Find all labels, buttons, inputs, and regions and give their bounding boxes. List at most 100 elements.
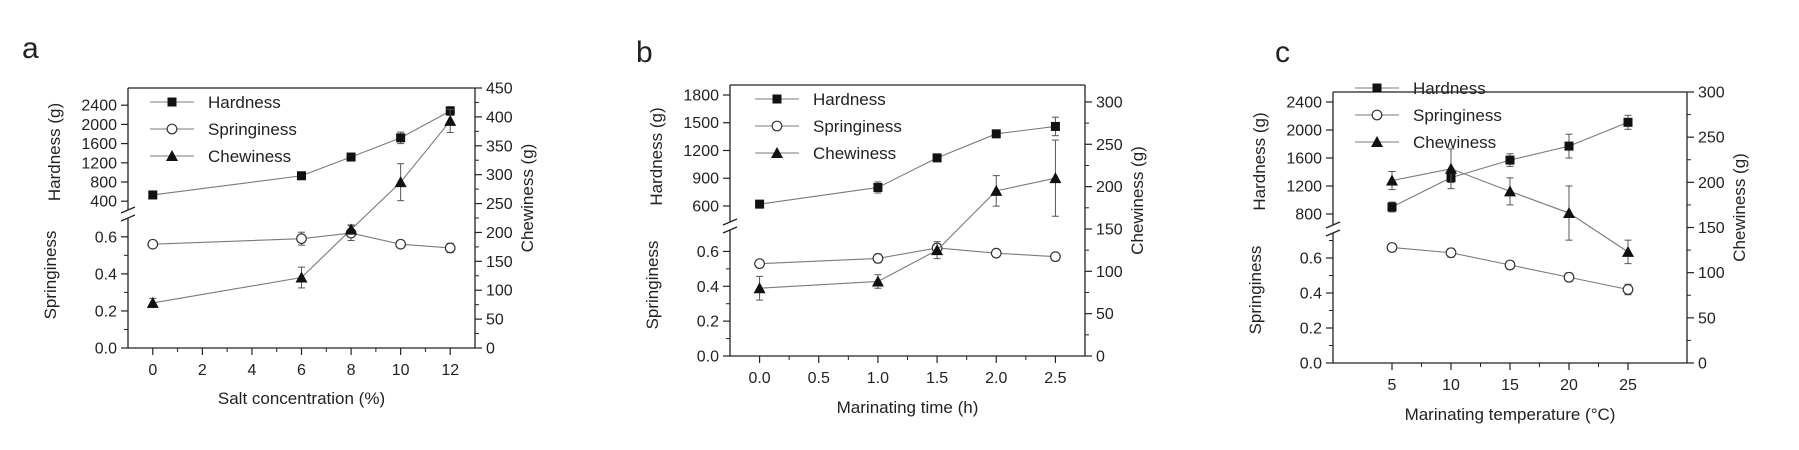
springiness-tick-label: 0.4 <box>697 279 719 296</box>
springiness-tick-label: 0.6 <box>1300 251 1322 268</box>
legend-marker-springiness <box>1371 109 1383 121</box>
hardness-point <box>396 133 406 143</box>
hardness-point <box>932 153 942 163</box>
springiness-tick-label: 0.2 <box>95 303 117 320</box>
x-tick-label: 25 <box>1619 377 1637 394</box>
hardness-point <box>148 190 158 200</box>
springiness-point <box>1445 247 1457 259</box>
springiness-point <box>872 252 884 264</box>
hardness-tick-label: 1200 <box>1286 179 1322 196</box>
springiness-point <box>395 238 407 250</box>
chewiness-point <box>394 176 407 188</box>
panel-label: c <box>1275 36 1290 69</box>
springiness-axis-title: Springiness <box>643 241 662 330</box>
chewiness-point <box>345 223 358 235</box>
legend-label: Chewiness <box>208 147 291 166</box>
chart-panel-b: b0.0 0.5 1.0 1.5 2.0 2.56009001200150018000.0… <box>636 36 1147 417</box>
legend-label: Chewiness <box>813 144 896 163</box>
chewiness-tick-label: 250 <box>1096 137 1123 154</box>
chewiness-point <box>146 296 159 308</box>
chewiness-tick-label: 150 <box>1096 221 1123 238</box>
hardness-tick-label: 800 <box>90 175 117 192</box>
chewiness-tick-label: 100 <box>486 283 513 300</box>
x-tick-label: 10 <box>392 362 410 379</box>
chewiness-tick-label: 0 <box>486 341 495 358</box>
chewiness-tick-label: 450 <box>486 81 513 98</box>
hardness-point <box>1050 121 1060 131</box>
legend-marker-hardness <box>1372 83 1382 93</box>
hardness-tick-label: 600 <box>692 198 719 215</box>
springiness-line <box>759 247 1056 265</box>
hardness-point <box>991 129 1001 139</box>
x-tick-label: 2.5 <box>1044 370 1066 387</box>
chewiness-point <box>753 282 766 294</box>
hardness-tick-label: 800 <box>1295 207 1322 224</box>
springiness-point <box>444 242 456 254</box>
springiness-point <box>296 233 307 245</box>
legend-label: Hardness <box>813 90 886 109</box>
hardness-tick-label: 2000 <box>81 117 117 134</box>
hardness-line <box>759 125 1056 205</box>
axis-break-mark <box>120 206 136 214</box>
x-tick-label: 6 <box>297 362 306 379</box>
chewiness-tick-label: 250 <box>1698 130 1725 147</box>
chewiness-tick-label: 300 <box>1096 94 1123 111</box>
hardness-point <box>873 182 883 192</box>
springiness-point <box>1563 271 1575 283</box>
chewiness-point <box>1622 245 1634 257</box>
chewiness-point <box>1049 172 1062 184</box>
chewiness-tick-label: 200 <box>1096 179 1123 196</box>
springiness-axis-title: Springiness <box>1246 246 1265 335</box>
hardness-axis-title: Hardness (g) <box>1250 112 1269 210</box>
chewiness-point <box>871 275 884 287</box>
springiness-tick-label: 0.4 <box>95 266 117 283</box>
x-tick-label: 10 <box>1442 377 1460 394</box>
chewiness-tick-label: 150 <box>486 254 513 271</box>
hardness-tick-label: 2400 <box>1286 95 1322 112</box>
legend-marker-chewiness <box>166 150 178 161</box>
chewiness-point <box>990 184 1003 196</box>
chewiness-point <box>1386 174 1398 186</box>
chewiness-tick-label: 250 <box>486 196 513 213</box>
hardness-tick-label: 2000 <box>1286 123 1322 140</box>
chewiness-tick-label: 200 <box>1698 175 1725 192</box>
hardness-point <box>1623 117 1633 127</box>
springiness-tick-label: 0.6 <box>697 244 719 261</box>
legend-marker-hardness <box>167 97 177 107</box>
chewiness-tick-label: 400 <box>486 109 513 126</box>
chewiness-axis-title: Chewiness (g) <box>518 144 537 253</box>
x-tick-label: 0 <box>148 362 157 379</box>
hardness-axis-title: Hardness (g) <box>45 103 64 201</box>
x-tick-label: 2.0 <box>985 370 1007 387</box>
chewiness-tick-label: 50 <box>1096 306 1114 323</box>
x-tick-label: 20 <box>1560 377 1578 394</box>
chewiness-tick-label: 0 <box>1698 356 1707 373</box>
hardness-line <box>152 110 451 196</box>
axis-break-mark <box>1325 229 1341 237</box>
x-axis-title: Marinating time (h) <box>837 398 979 417</box>
legend-label: Springiness <box>813 117 902 136</box>
hardness-point <box>755 199 765 209</box>
chewiness-tick-label: 50 <box>486 312 504 329</box>
springiness-point <box>1050 251 1061 263</box>
hardness-tick-label: 1600 <box>81 136 117 153</box>
hardness-tick-label: 1500 <box>683 115 719 132</box>
x-tick-label: 2 <box>198 362 207 379</box>
springiness-point <box>1622 284 1634 295</box>
hardness-tick-label: 900 <box>692 171 719 188</box>
springiness-tick-label: 0.4 <box>1300 286 1322 303</box>
legend-label: Hardness <box>1413 79 1486 98</box>
springiness-axis-title: Springiness <box>41 231 60 320</box>
hardness-point <box>1505 155 1515 165</box>
chewiness-tick-label: 300 <box>1698 85 1725 102</box>
legend-marker-chewiness <box>771 147 783 158</box>
chewiness-line <box>759 177 1056 289</box>
hardness-tick-label: 400 <box>90 194 117 211</box>
hardness-tick-label: 2400 <box>81 98 117 115</box>
x-tick-label: 1.0 <box>867 370 889 387</box>
springiness-tick-label: 0.6 <box>95 229 117 246</box>
x-tick-label: 15 <box>1501 377 1519 394</box>
chewiness-tick-label: 100 <box>1698 265 1725 282</box>
chewiness-tick-label: 0 <box>1096 349 1105 366</box>
